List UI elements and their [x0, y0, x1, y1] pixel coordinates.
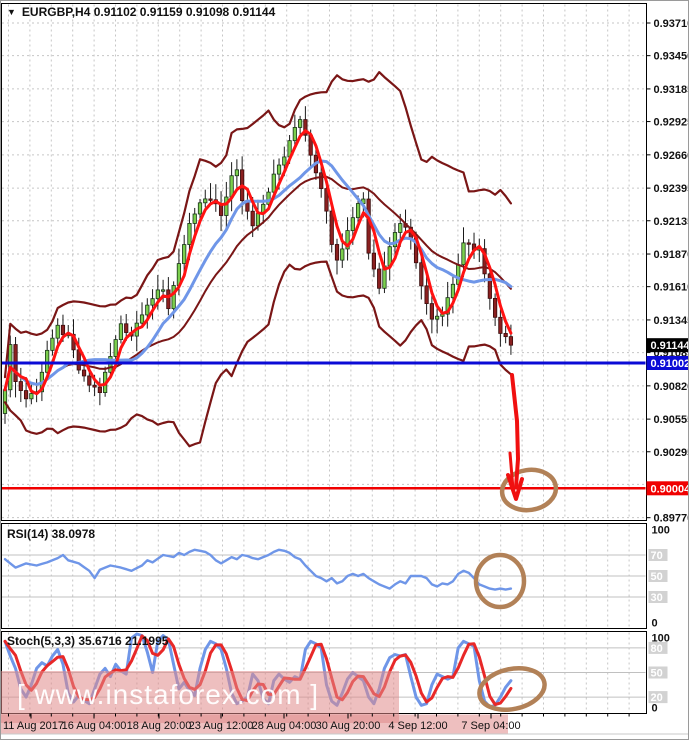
svg-text:20: 20 — [651, 692, 663, 704]
svg-text:0.92925: 0.92925 — [654, 117, 689, 129]
level-box — [648, 591, 668, 603]
price-gridlines — [2, 22, 646, 519]
projection-arrow[interactable] — [510, 373, 520, 489]
bollinger-middle — [4, 175, 512, 391]
svg-text:50: 50 — [651, 668, 663, 680]
time-label: 16 Aug 04:00 — [62, 720, 127, 732]
rsi-line — [3, 548, 513, 591]
svg-text:0.90555: 0.90555 — [654, 414, 689, 426]
annotations — [473, 373, 559, 716]
svg-text:0.93185: 0.93185 — [654, 84, 689, 96]
target-ellipse-stoch[interactable] — [476, 663, 549, 716]
time-label: 30 Aug 20:00 — [316, 720, 381, 732]
price-tag-current-price — [646, 338, 688, 353]
bollinger-upper — [3, 70, 512, 379]
projection-arrow-sketch — [508, 451, 515, 491]
time-label: 23 Aug 12:00 — [189, 720, 254, 732]
time-label: 28 Aug 04:00 — [252, 720, 317, 732]
svg-text:0.92395: 0.92395 — [654, 183, 689, 195]
level-box — [648, 641, 668, 654]
svg-text:0.91002: 0.91002 — [651, 358, 689, 370]
watermark-band — [1, 671, 399, 723]
svg-text:0.90295: 0.90295 — [654, 447, 689, 459]
svg-text:100: 100 — [652, 633, 670, 645]
time-label: 18 Aug 20:00 — [127, 720, 192, 732]
svg-text:0.90004: 0.90004 — [651, 483, 689, 495]
target-ellipse-rsi[interactable] — [473, 552, 527, 610]
time-label: 11 Aug 2017 — [3, 720, 64, 732]
svg-text:70: 70 — [651, 550, 663, 562]
svg-text:0.92135: 0.92135 — [654, 216, 689, 228]
ma-fast — [3, 129, 513, 396]
svg-text:80: 80 — [651, 643, 663, 655]
svg-text:0: 0 — [652, 703, 658, 715]
svg-text:100: 100 — [652, 525, 670, 537]
time-label: 4 Sep 12:00 — [388, 720, 447, 732]
svg-text:0.91345: 0.91345 — [654, 315, 689, 327]
level-box — [648, 570, 668, 582]
symbol-dropdown-icon[interactable]: ▼ — [7, 7, 16, 17]
svg-text:30: 30 — [651, 592, 663, 604]
price-tag-blue-level — [646, 356, 688, 370]
price-tag-red-level — [646, 481, 688, 496]
svg-text:50: 50 — [651, 571, 663, 583]
time-label: 7 Sep 04:00 — [461, 720, 520, 732]
svg-text:0.91144: 0.91144 — [651, 340, 689, 352]
target-ellipse-price[interactable] — [499, 466, 559, 513]
level-box — [648, 691, 668, 704]
svg-text:0: 0 — [652, 618, 658, 630]
level-box — [648, 666, 668, 679]
bollinger-lower — [3, 260, 512, 448]
ma-slow — [3, 159, 513, 392]
indicator-lines — [3, 70, 513, 448]
watermark-band — [1, 714, 508, 734]
projection-arrow-head — [506, 473, 524, 501]
level-box — [648, 549, 668, 561]
